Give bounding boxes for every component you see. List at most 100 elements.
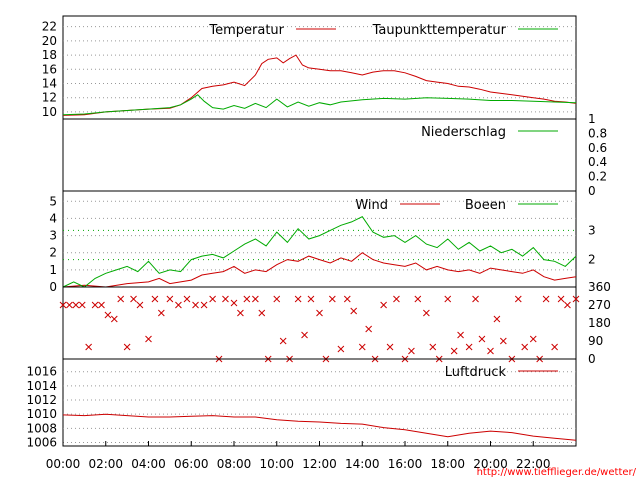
series-line-temperatur — [62, 54, 577, 116]
wind-direction-point — [301, 331, 308, 339]
wind-direction-point — [72, 301, 80, 309]
wind-direction-point — [499, 337, 507, 345]
wind-direction-point — [130, 295, 137, 303]
wind-direction-point — [273, 295, 281, 303]
y-tick-label: 18 — [42, 48, 57, 62]
wind-direction-point — [183, 295, 191, 303]
wind-direction-point — [157, 309, 165, 317]
wind-direction-point — [557, 295, 565, 303]
x-tick-label: 16:00 — [388, 457, 423, 471]
series-line-taupunkttemperatur — [62, 94, 577, 116]
panel-frame — [62, 286, 577, 360]
wind-direction-point — [350, 307, 358, 315]
x-tick-label: 22:00 — [516, 457, 551, 471]
wind-direction-point — [337, 345, 345, 353]
y-tick-label-right: 0 — [588, 352, 596, 366]
x-tick-label: 00:00 — [46, 457, 81, 471]
y-tick-label: 22 — [42, 20, 57, 34]
wind-direction-point — [243, 295, 251, 303]
wind-direction-point — [493, 315, 501, 323]
wind-direction-point — [358, 343, 366, 351]
y-tick-label: 1006 — [26, 435, 57, 449]
wind-direction-point — [465, 343, 473, 351]
wind-direction-point — [91, 301, 99, 309]
wind-direction-point — [551, 343, 558, 351]
wind-direction-point — [66, 301, 73, 309]
y-tick-label: 2 — [49, 246, 57, 260]
wind-direction-point — [237, 309, 244, 317]
y-tick-label: 1014 — [26, 379, 57, 393]
wind-direction-point — [294, 295, 302, 303]
wind-direction-point — [478, 335, 486, 343]
wind-direction-point — [444, 295, 452, 303]
y-tick-label-right: 90 — [588, 334, 603, 348]
wind-direction-point — [123, 343, 131, 351]
wind-direction-point — [343, 295, 351, 303]
legend-label: Taupunkttemperatur — [372, 23, 507, 38]
wind-direction-point — [365, 325, 373, 333]
y-tick-label: 10 — [42, 105, 57, 119]
wind-direction-point — [487, 347, 494, 355]
y-tick-label: 20 — [42, 34, 57, 48]
series-line-boeen — [62, 216, 577, 288]
wind-direction-point — [110, 315, 118, 323]
y-tick-label: 0 — [49, 280, 57, 294]
y-tick-label: 1008 — [26, 421, 57, 435]
source-url: http://www.tiefflieger.de/wetter/ — [477, 467, 637, 478]
wind-direction-point — [472, 295, 479, 303]
y-tick-label: 14 — [42, 76, 57, 90]
wind-direction-point — [230, 299, 238, 307]
legend-label: Temperatur — [208, 23, 284, 38]
y-tick-label: 5 — [49, 194, 57, 208]
y-tick-label-right: 3 — [588, 223, 596, 237]
wind-direction-point — [192, 301, 199, 309]
y-tick-label: 1016 — [26, 365, 57, 379]
wind-direction-point — [328, 295, 336, 303]
wind-direction-point — [514, 295, 522, 303]
time-axis: 00:00 02:00 04:00 06:00 08:00 10:00 12:00 14:00… — [46, 441, 551, 471]
y-tick-label-right: 360 — [588, 280, 611, 294]
x-tick-label: 04:00 — [131, 457, 166, 471]
legend-label: Luftdruck — [445, 365, 507, 380]
x-tick-label: 08:00 — [217, 457, 252, 471]
x-tick-label: 14:00 — [345, 457, 380, 471]
wind-direction-point — [450, 347, 458, 355]
wind-direction-point — [145, 335, 152, 343]
wind-direction-point — [529, 335, 537, 343]
y-tick-label: 1012 — [26, 393, 57, 407]
wind-direction-point — [521, 343, 529, 351]
wind-direction-point — [429, 343, 437, 351]
y-tick-label: 16 — [42, 62, 57, 76]
wind-direction-point — [59, 301, 67, 309]
wind-direction-panel: 360 270 180 90 0 — [59, 280, 611, 366]
y-tick-label: 3 — [49, 229, 57, 243]
wind-direction-point — [423, 309, 430, 317]
wind-direction-point — [380, 301, 387, 309]
y-tick-label-right: 0.2 — [588, 170, 607, 184]
legend-label: Wind — [355, 198, 388, 213]
wind-direction-point — [414, 295, 422, 303]
x-tick-label: 02:00 — [88, 457, 123, 471]
wind-direction-point — [279, 337, 287, 345]
y-tick-label: 12 — [42, 91, 57, 105]
wind-direction-point — [564, 301, 571, 309]
wind-direction-point — [542, 295, 550, 303]
wind-direction-point — [258, 309, 266, 317]
x-tick-label: 12:00 — [302, 457, 337, 471]
wind-direction-point — [166, 295, 174, 303]
wind-direction-point — [222, 295, 229, 303]
x-tick-label: 10:00 — [259, 457, 294, 471]
y-tick-label-right: 270 — [588, 298, 611, 312]
y-tick-label-right: 2 — [588, 253, 596, 267]
wind-direction-point — [316, 309, 323, 317]
legend-label: Boeen — [465, 198, 506, 213]
wind-direction-point — [386, 343, 394, 351]
series-line-wind — [62, 252, 577, 288]
wind-direction-point — [117, 295, 125, 303]
wind-direction-point — [151, 295, 159, 303]
wind-direction-point — [393, 295, 400, 303]
x-tick-label: 06:00 — [174, 457, 209, 471]
wind-direction-point — [200, 301, 208, 309]
